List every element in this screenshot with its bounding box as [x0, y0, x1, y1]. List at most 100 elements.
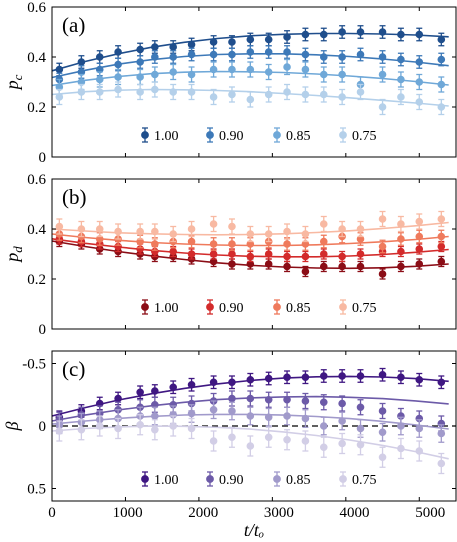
data-point — [228, 90, 236, 99]
panel-label: (c) — [62, 357, 85, 381]
data-point — [209, 378, 218, 387]
series-0.90 — [51, 45, 449, 87]
data-point — [114, 48, 122, 56]
data-point — [114, 73, 122, 81]
legend-marker — [273, 131, 281, 139]
data-point — [283, 412, 291, 420]
data-point — [169, 53, 178, 61]
legend-label: 0.75 — [352, 301, 377, 316]
data-point — [437, 232, 446, 241]
data-point — [209, 93, 218, 101]
data-point — [169, 43, 178, 51]
data-point — [151, 53, 159, 61]
data-point — [114, 394, 122, 403]
chart-panel: 0 0.2 0.4 0.6 pd (b) 1.00 0.90 0.85 0.75 — [2, 172, 457, 338]
data-point — [397, 373, 405, 382]
chart-panel: -0.5 0 0.5 β (c) 1.00 0.90 0.85 0.75 — [2, 350, 457, 502]
y-axis-label: pd — [2, 246, 25, 264]
y-tick-label: 0.6 — [27, 0, 46, 16]
data-point — [378, 53, 387, 61]
y-tick-label: 0.2 — [27, 100, 46, 116]
plot-frame — [51, 178, 457, 330]
data-point — [397, 262, 405, 271]
data-point — [356, 88, 365, 96]
data-point — [77, 225, 86, 233]
data-point — [264, 230, 273, 238]
legend-item: 0.90 — [206, 127, 244, 144]
data-point — [301, 230, 310, 238]
data-point — [209, 250, 218, 258]
data-point — [356, 403, 365, 412]
legend-label: 0.85 — [286, 129, 311, 144]
data-point — [415, 30, 424, 39]
data-point — [187, 40, 196, 49]
data-point — [319, 90, 328, 99]
legend-item: 0.85 — [273, 127, 311, 144]
y-tick-label: 0.6 — [27, 172, 46, 188]
data-point — [338, 399, 346, 408]
data-point — [246, 65, 255, 74]
legend-label: 1.00 — [154, 301, 179, 316]
legend-item: 1.00 — [141, 471, 179, 488]
data-point — [77, 425, 86, 434]
data-point — [264, 374, 273, 383]
data-point — [95, 225, 104, 233]
data-point — [283, 262, 291, 271]
data-point — [283, 33, 291, 41]
data-point — [283, 63, 291, 71]
y-axis-label: pc — [2, 74, 25, 91]
data-point — [136, 420, 144, 429]
data-point — [301, 65, 310, 74]
data-point — [437, 80, 446, 89]
chart-panel: 0 0.2 0.4 0.6 pc (a) 1.00 0.90 0.85 0.75 — [2, 0, 457, 166]
y-tick-label: -0.5 — [22, 357, 46, 373]
y-tick-label: 0 — [39, 322, 47, 338]
data-point — [319, 372, 328, 380]
data-point — [228, 222, 236, 231]
data-point — [151, 227, 159, 236]
legend-item: 1.00 — [141, 127, 179, 144]
series-0.75 — [51, 210, 449, 243]
data-point — [209, 437, 218, 445]
y-tick-label: 0 — [39, 419, 47, 435]
data-point — [228, 407, 236, 415]
data-point — [378, 28, 387, 36]
legend-label: 0.85 — [286, 473, 311, 488]
data-point — [209, 405, 218, 414]
x-tick-label: 2000 — [188, 505, 218, 521]
legend-marker — [273, 303, 281, 311]
data-point — [319, 262, 328, 271]
data-point — [95, 53, 104, 61]
data-point — [338, 53, 346, 61]
x-tick-label: 0 — [48, 505, 56, 521]
data-point — [151, 387, 159, 395]
data-point — [209, 240, 218, 248]
data-point — [338, 28, 346, 36]
data-point — [136, 73, 144, 81]
legend-marker — [273, 475, 281, 483]
legend-marker — [141, 303, 149, 311]
data-point — [55, 93, 64, 101]
data-point — [246, 442, 255, 450]
data-point — [264, 250, 273, 258]
data-point — [264, 260, 273, 268]
data-point — [301, 30, 310, 39]
x-tick-labels: 0 1000 2000 3000 4000 5000 — [48, 505, 445, 521]
data-point — [437, 429, 446, 438]
data-point — [114, 60, 122, 69]
panel-label: (b) — [62, 185, 87, 209]
data-point — [378, 242, 387, 251]
data-point — [301, 373, 310, 382]
data-point — [415, 424, 424, 433]
data-point — [356, 28, 365, 36]
data-point — [338, 262, 346, 271]
legend-label: 0.75 — [352, 473, 377, 488]
data-point — [55, 65, 64, 74]
data-point — [246, 48, 255, 56]
data-point — [187, 237, 196, 246]
data-point — [228, 433, 236, 442]
data-point — [187, 380, 196, 389]
data-point — [283, 373, 291, 382]
data-point — [228, 378, 236, 387]
